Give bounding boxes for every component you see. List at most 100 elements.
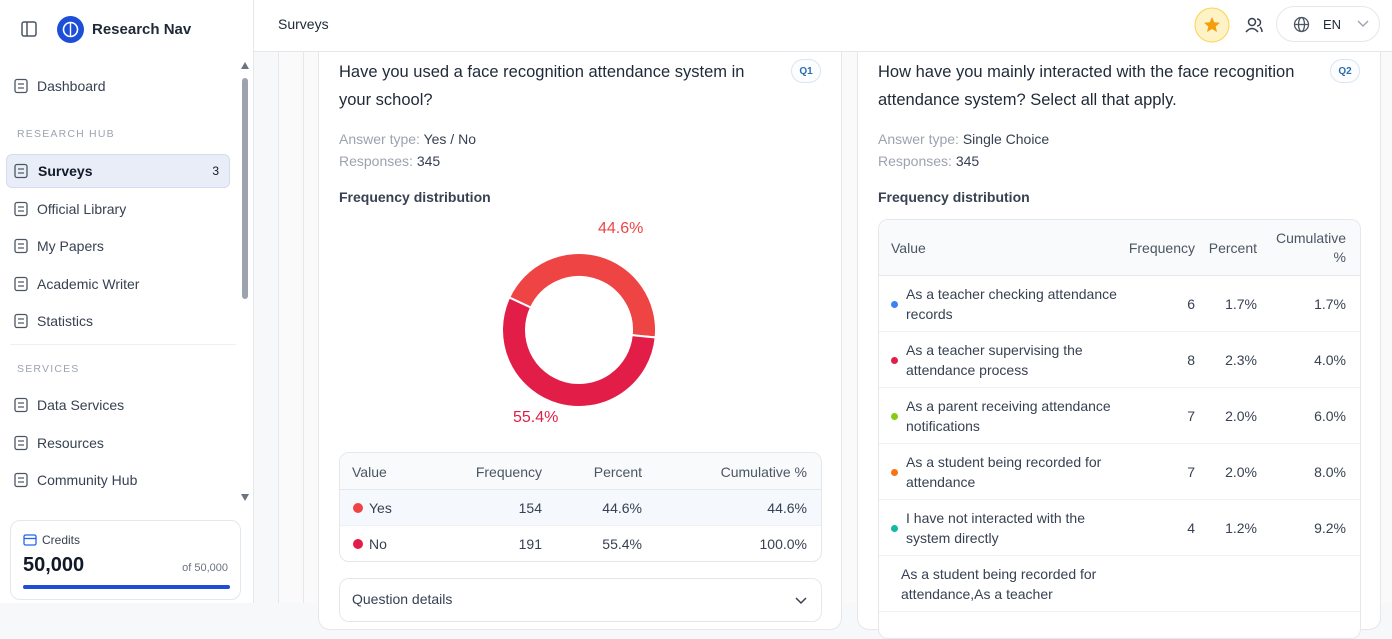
table-cell: 154 [518,500,542,516]
nav-icon [14,201,28,216]
users-button[interactable] [1244,15,1264,35]
nav-icon-shape [14,435,28,450]
nav-item[interactable]: My Papers [6,229,230,263]
nav-item[interactable]: Dashboard [6,69,230,103]
section-title: Frequency distribution [339,189,491,205]
table-cell: 2.0% [1225,408,1257,424]
donut-label: 44.6% [598,220,644,237]
nav-icon [14,313,28,329]
table-header-bg [879,220,1360,276]
nav-icon-shape [14,78,28,94]
nav-item[interactable]: Statistics [6,304,230,338]
table-cell: 4 [1187,520,1195,536]
question-badge: Q1 [791,59,821,83]
responses: Responses: 345 [878,153,979,169]
chevron [795,597,807,605]
table-cell: 7 [1187,408,1195,424]
table-header-cell: Cumulative % [1275,230,1346,265]
table-cell: 1.7% [1225,296,1257,312]
legend-dot [353,503,363,513]
table-row [879,444,1360,500]
nav-label: My Papers [37,238,104,254]
nav-icon [14,276,28,291]
nav-item[interactable]: Community Hub [6,463,230,497]
nav-label: Resources [37,434,104,451]
table-cell: 6.0% [1314,408,1346,424]
table-cell: 100.0% [759,536,807,552]
table-row [340,490,821,526]
question-details[interactable]: Question details [339,578,822,622]
nav-label: Official Library [37,200,127,217]
table-cell: As a teacher checking attendance records [906,286,1117,322]
answer-type-label: Answer type: [339,131,420,147]
section-title: Frequency distribution [878,189,1030,205]
sidebar: Research Nav Credits 50,000 of 50,000 Da… [0,0,254,603]
language-selector[interactable]: EN [1276,6,1380,42]
table-cell: 4.0% [1314,352,1346,368]
nav-item[interactable]: Data Services [6,388,230,422]
nav-item[interactable]: Resources [6,426,230,460]
nav-item[interactable]: Surveys 3 [6,154,230,188]
favorite-button[interactable] [1194,7,1230,43]
table-row [340,526,821,561]
brand-logo [57,16,84,43]
table-cell: 7 [1187,464,1195,480]
responses-label: Responses: [878,153,952,169]
nav-label: Statistics [37,313,94,329]
nav-label: Dashboard [37,78,106,94]
nav-icon [14,163,28,179]
chevron [1357,20,1369,27]
nav-icon [14,78,28,94]
nav-icon [14,238,28,254]
table-cell: 6 [1187,296,1195,312]
legend-dot [891,356,898,364]
brand-name: Research Nav [92,21,192,38]
nav-label: Surveys [38,163,93,179]
topbar: Surveys EN [254,0,1392,52]
nav-icon [14,397,28,413]
globe-icon [1293,16,1310,33]
table-row [879,332,1360,388]
nav-icon-shape [14,397,28,413]
table-header-cell: Frequency [1128,240,1195,256]
divider [10,344,236,345]
table-cell: I have not interacted with the system di… [906,510,1085,546]
table-cell: 191 [518,536,542,552]
table-cell: 8 [1187,352,1195,368]
legend-dot [891,468,898,476]
scrollbar [241,62,249,506]
nav-label: Data Services [37,397,125,413]
responses: Responses: 345 [339,153,440,169]
table-header-cell: Value [891,240,926,256]
nav-icon-shape [14,313,28,329]
donut-segment [507,252,657,339]
table-cell: 2.3% [1225,352,1257,368]
credits-value: 50,000 [23,554,85,576]
table-cell: 2.0% [1225,464,1257,480]
table-cell: Yes [369,500,392,516]
credits-total: of 50,000 [182,562,228,574]
frequency-table: Value Frequency Percent Cumulative % As a te… [878,219,1361,639]
nav-label: Community Hub [37,472,138,488]
table-row [879,500,1360,556]
nav-icon [14,472,28,488]
nav-icon-shape [14,238,28,254]
table-cell: As a teacher supervising the attendance … [906,342,1083,378]
sidebar-toggle[interactable] [20,20,38,38]
answer-type-label: Answer type: [878,131,959,147]
nav-item[interactable]: Official Library [6,192,230,226]
question-badge: Q2 [1330,59,1360,83]
table-cell: 1.7% [1314,296,1346,312]
nav-item[interactable]: Academic Writer [6,267,230,301]
table-header-cell: Value [352,463,387,480]
table-cell: 44.6% [767,500,807,516]
section-title: SERVICES [17,363,80,375]
question-title: How have you mainly interacted with the … [878,63,1295,109]
table-cell: 55.4% [602,536,642,552]
nav-icon-shape [14,201,28,216]
table-cell: 1.2% [1225,520,1257,536]
question-title: Have you used a face recognition attenda… [339,63,745,109]
legend-dot [353,539,363,549]
legend-dot [891,524,898,532]
